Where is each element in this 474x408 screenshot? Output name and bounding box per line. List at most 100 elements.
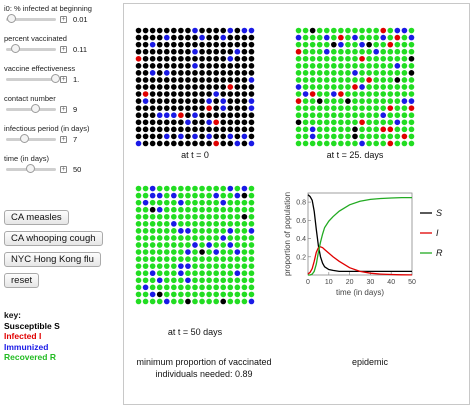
slider-thumb[interactable] [6, 13, 16, 23]
population-dot [199, 133, 205, 140]
slider-thumb[interactable] [10, 43, 20, 53]
population-dot [192, 242, 198, 248]
population-dot [185, 84, 191, 90]
population-dot [135, 213, 142, 220]
slider-track[interactable] [6, 13, 56, 23]
population-dot [135, 263, 142, 269]
population-dot [171, 63, 177, 69]
ca-whooping-cough-button[interactable]: CA whooping cough [4, 231, 103, 246]
population-dot [163, 119, 170, 126]
population-dot [394, 63, 401, 69]
population-dot [185, 263, 191, 269]
slider-track[interactable] [6, 133, 56, 143]
population-dot [227, 242, 234, 248]
population-dot [206, 34, 212, 41]
plus-square-icon[interactable]: + [60, 45, 67, 53]
population-dot [331, 41, 337, 48]
grid-t0 [135, 27, 255, 147]
population-dot [163, 140, 170, 147]
population-dot [199, 284, 205, 291]
nyc-hong-kong-flu-button[interactable]: NYC Hong Kong flu [4, 252, 101, 267]
population-dot [135, 126, 142, 133]
population-dot [234, 84, 241, 90]
population-dot [387, 63, 394, 69]
population-dot [241, 242, 248, 248]
slider-thumb[interactable] [19, 133, 29, 143]
population-dot [199, 277, 205, 284]
population-dot [135, 77, 142, 83]
plus-square-icon[interactable]: + [60, 105, 67, 113]
population-dot [227, 55, 234, 62]
population-dot [142, 185, 149, 192]
population-dot [401, 70, 408, 76]
population-dot [309, 34, 316, 41]
population-dot [234, 192, 241, 199]
slider-thumb[interactable] [30, 103, 40, 113]
slider-thumb[interactable] [26, 163, 36, 173]
y-tick-label: 0.4 [296, 236, 306, 243]
population-dot [206, 270, 212, 277]
population-dot [135, 256, 142, 262]
plot-frame [307, 192, 413, 276]
plus-square-icon[interactable]: + [60, 135, 67, 143]
plus-square-icon[interactable]: + [60, 15, 67, 23]
population-dot [302, 91, 309, 97]
population-dot [380, 126, 387, 133]
population-dot [302, 133, 309, 140]
slider-track[interactable] [6, 163, 56, 173]
population-dot [408, 34, 415, 41]
population-dot [142, 34, 149, 41]
population-dot [352, 34, 358, 41]
population-dot [192, 70, 198, 76]
population-dot [408, 84, 415, 90]
population-dot [241, 126, 248, 133]
slider-track[interactable] [6, 43, 56, 53]
slider-track[interactable] [6, 73, 60, 83]
population-dot [185, 48, 191, 55]
population-dot [366, 98, 372, 104]
population-dot [323, 34, 330, 41]
population-dot [163, 199, 170, 206]
plus-square-icon[interactable]: + [60, 165, 67, 173]
ca-measles-button[interactable]: CA measles [4, 210, 69, 225]
slider-thumb[interactable] [51, 73, 60, 83]
population-dot [171, 291, 177, 298]
population-dot [309, 112, 316, 119]
population-dot [241, 235, 248, 241]
population-dot [213, 291, 219, 298]
population-dot [359, 34, 365, 41]
population-dot [206, 126, 212, 133]
population-dot [227, 119, 234, 126]
population-dot [408, 63, 415, 69]
population-dot [331, 98, 337, 104]
population-dot [241, 256, 248, 262]
slider-track[interactable] [6, 103, 56, 113]
population-dot [142, 277, 149, 284]
population-dot [387, 48, 394, 55]
plus-square-icon[interactable]: + [60, 75, 67, 83]
control-value: 0.01 [73, 14, 88, 24]
population-dot [163, 249, 170, 255]
population-dot [338, 119, 344, 126]
population-dot [309, 140, 316, 147]
population-dot [220, 91, 227, 97]
population-dot [213, 213, 219, 220]
population-dot [234, 235, 241, 241]
population-dot [394, 48, 401, 55]
population-dot [345, 55, 351, 62]
population-dot [135, 206, 142, 213]
population-dot [387, 34, 394, 41]
population-dot [309, 105, 316, 111]
population-dot [248, 263, 255, 269]
population-dot [149, 105, 156, 111]
reset-button[interactable]: reset [4, 273, 40, 288]
population-dot [206, 263, 212, 269]
population-dot [227, 221, 234, 227]
population-dot [338, 140, 344, 147]
population-dot [248, 91, 255, 97]
population-dot [213, 192, 219, 199]
population-dot [373, 98, 379, 104]
population-dot [359, 133, 365, 140]
population-dot [248, 41, 255, 48]
population-dot [163, 298, 170, 305]
